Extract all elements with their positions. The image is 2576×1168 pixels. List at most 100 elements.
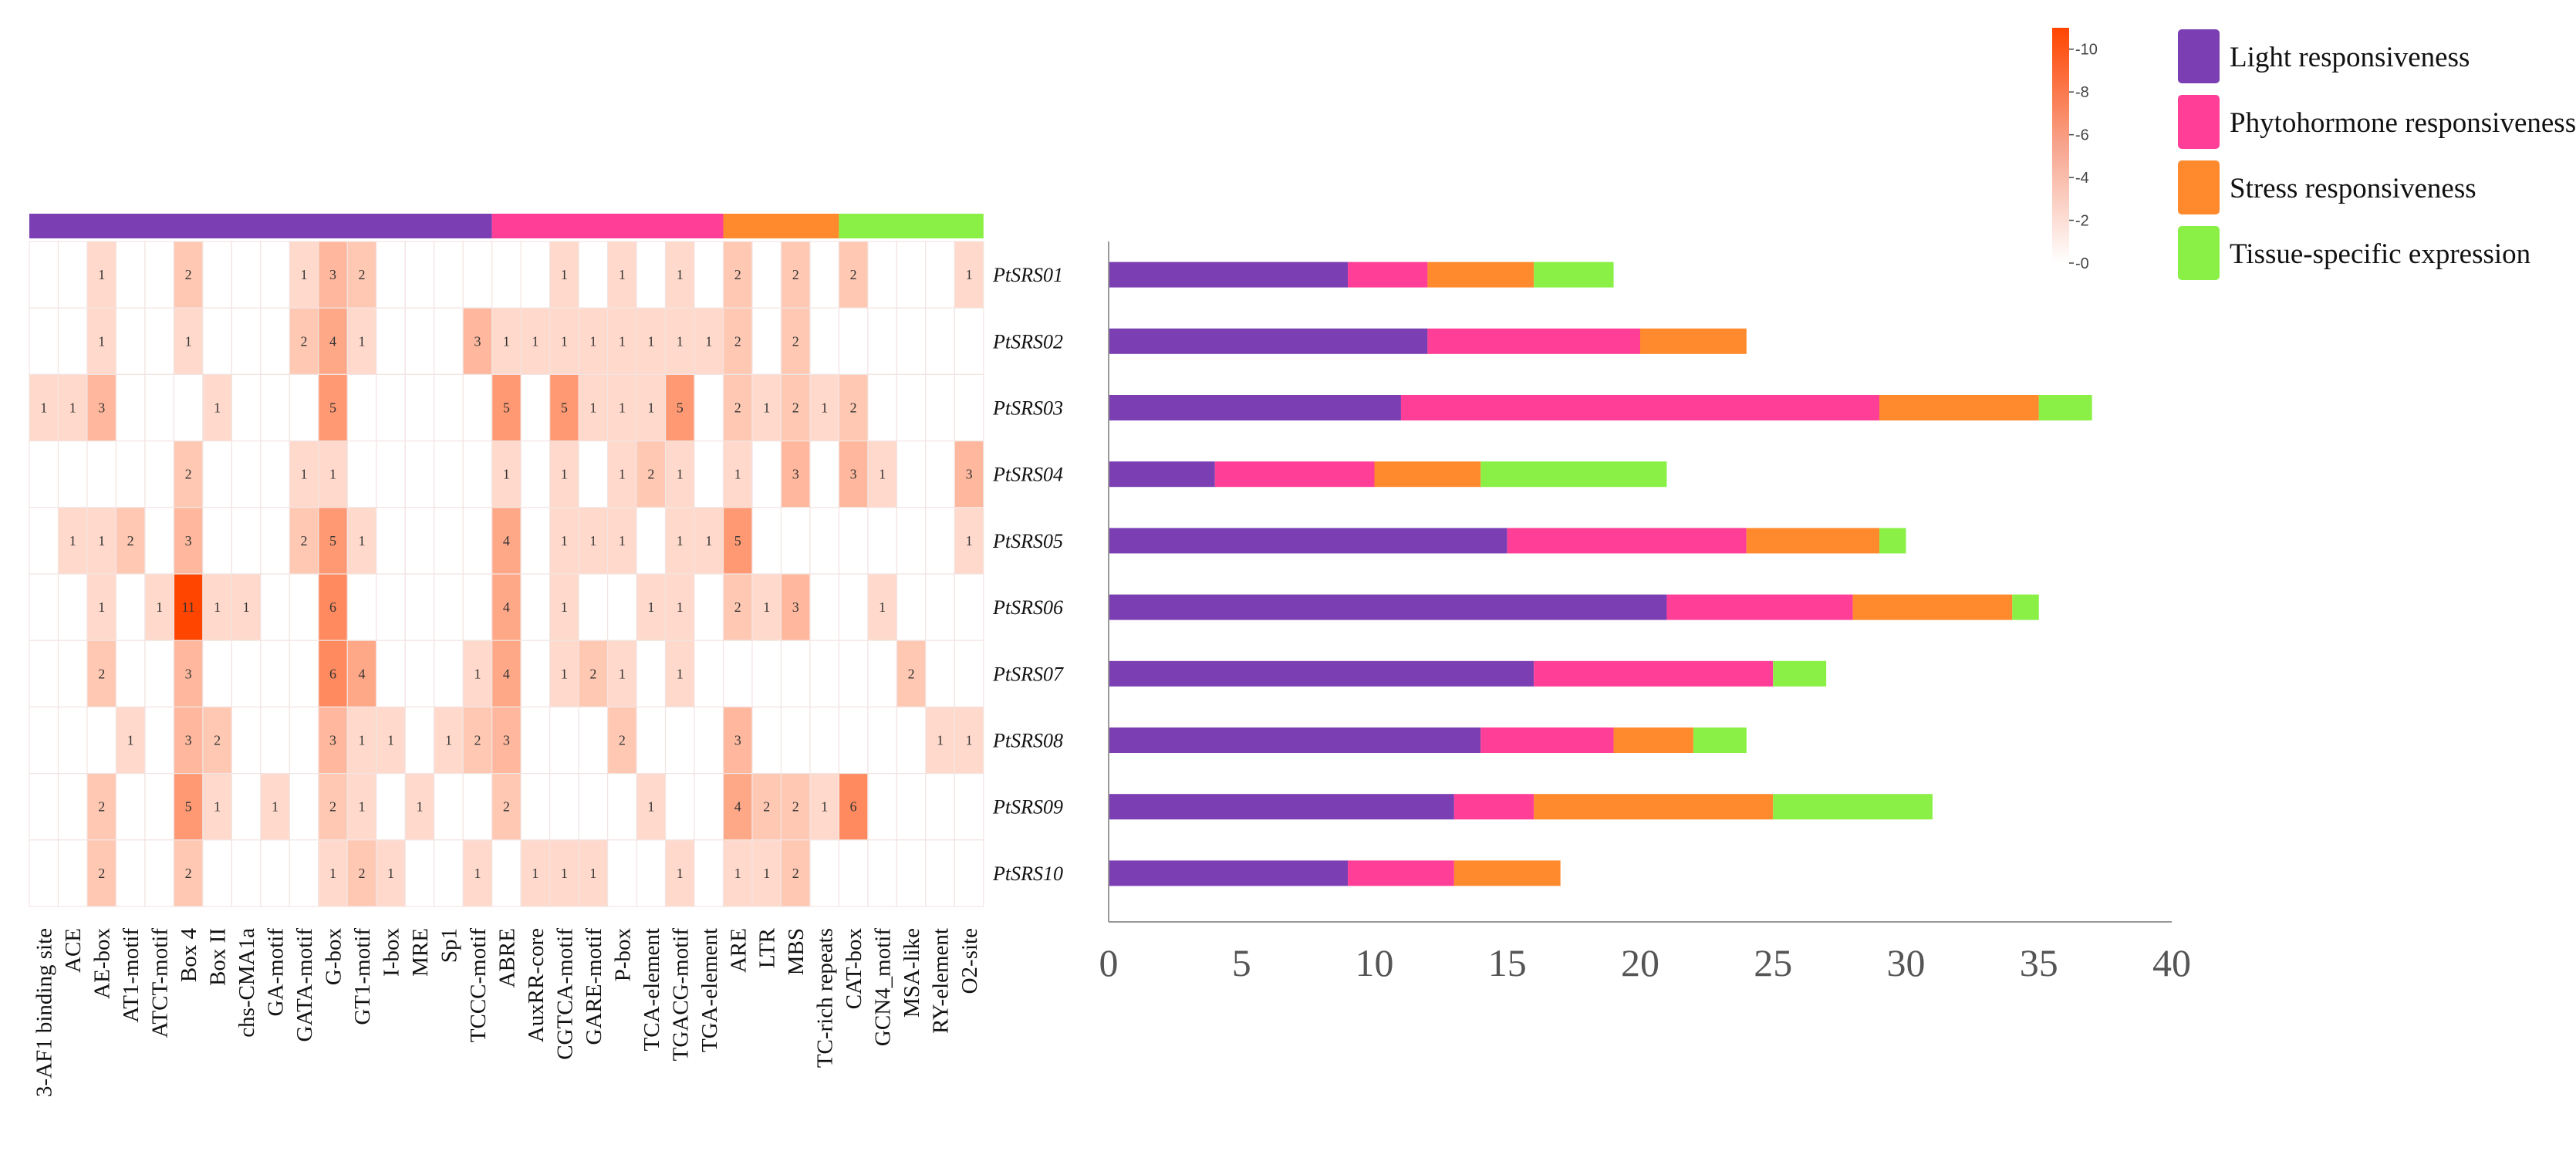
motif-label: ATCT-motif	[148, 928, 173, 1038]
heatmap-cell	[462, 440, 493, 508]
heatmap-cell-label: 2	[647, 467, 654, 482]
motif-label: Box 4	[177, 928, 201, 983]
heatmap-cell	[202, 706, 232, 775]
heatmap-cell	[867, 440, 898, 508]
motif-label: O2-site	[957, 928, 982, 994]
heatmap-cell	[722, 839, 753, 907]
heatmap-cell	[549, 440, 579, 508]
bar-segment	[1214, 461, 1375, 488]
heatmap-cell-label: 2	[359, 866, 366, 881]
category-strip-segment	[491, 214, 724, 238]
heatmap-cell-label: 2	[301, 333, 308, 349]
heatmap-cell	[434, 706, 464, 775]
heatmap-cell	[722, 706, 753, 775]
heatmap-cell	[376, 507, 406, 575]
heatmap-cell	[144, 440, 174, 508]
heatmap-cell-label: 1	[272, 799, 279, 815]
x-tick-label: 5	[1232, 941, 1251, 984]
heatmap-cell	[404, 706, 435, 775]
heatmap-cell	[636, 640, 667, 708]
heatmap-cell	[289, 440, 319, 508]
heatmap-cell	[578, 307, 609, 376]
heatmap-cell	[115, 706, 146, 775]
heatmap-cell	[751, 573, 782, 641]
heatmap-cell-label: 3	[966, 467, 973, 482]
heatmap-cell	[260, 241, 290, 309]
heatmap-cell	[809, 307, 840, 376]
bar-segment	[1666, 594, 1853, 620]
heatmap-cell	[722, 573, 753, 641]
bar-segment	[1773, 660, 1827, 687]
heatmap-cell-label: 3	[850, 467, 857, 482]
heatmap-cell-label: 11	[181, 599, 194, 615]
heatmap-cell-label: 1	[243, 599, 250, 615]
heatmap-cell	[606, 507, 637, 575]
heatmap-cell	[520, 373, 551, 442]
heatmap-cell-label: 1	[561, 599, 568, 615]
bar-segment	[1109, 727, 1481, 753]
heatmap-cell-label: 1	[416, 799, 423, 815]
heatmap-cell	[838, 706, 869, 775]
heatmap-cell-label: 1	[589, 400, 596, 416]
heatmap-cell-label: 1	[329, 467, 336, 482]
heatmap-cell	[694, 241, 724, 309]
heatmap-cell	[462, 373, 493, 442]
heatmap-cell	[751, 507, 782, 575]
motif-label: ARE	[726, 928, 751, 973]
heatmap-cell	[144, 507, 174, 575]
heatmap-cell	[289, 573, 319, 641]
heatmap-cell-label: 1	[359, 733, 366, 748]
motif-label: GT1-motif	[350, 928, 375, 1025]
heatmap-cell	[867, 507, 898, 575]
heatmap-cell	[549, 839, 579, 907]
heatmap-cell-label: 2	[98, 866, 105, 881]
heatmap-cell	[202, 507, 232, 575]
heatmap-cell-label: 1	[445, 733, 452, 748]
heatmap-cell	[202, 772, 232, 841]
heatmap-cell	[694, 507, 724, 575]
heatmap-cell	[694, 440, 724, 508]
heatmap-cell-label: 1	[214, 799, 221, 815]
gene-label: PtSRS02	[992, 330, 1063, 353]
heatmap-cell	[376, 307, 406, 376]
heatmap-cell	[867, 373, 898, 442]
heatmap-cell-label: 1	[387, 733, 394, 748]
bar-segment	[1109, 262, 1349, 288]
heatmap-cell	[173, 772, 204, 841]
heatmap-cell-label: 1	[532, 333, 538, 349]
heatmap-cell	[144, 640, 174, 708]
heatmap-cell	[29, 307, 59, 376]
heatmap-cell	[491, 573, 522, 641]
heatmap-cell-label: 1	[619, 467, 626, 482]
heatmap-cell	[954, 373, 984, 442]
heatmap-cell	[694, 640, 724, 708]
heatmap-cell	[664, 507, 695, 575]
colorbar-tick-label: -6	[2075, 127, 2089, 144]
heatmap-cell	[260, 507, 290, 575]
heatmap-cell	[867, 640, 898, 708]
heatmap-cell	[809, 573, 840, 641]
heatmap-cell-label: 1	[532, 866, 538, 881]
heatmap-cell-label: 1	[589, 866, 596, 881]
bar-segment	[1852, 594, 2013, 620]
heatmap-cell	[57, 640, 88, 708]
heatmap-cell-label: 2	[792, 333, 799, 349]
heatmap-cell	[925, 839, 955, 907]
heatmap-cell	[404, 307, 435, 376]
gene-label: PtSRS03	[992, 397, 1063, 420]
motif-label: GATA-motif	[292, 928, 317, 1042]
heatmap-cell	[780, 839, 811, 907]
motif-label: G-box	[322, 928, 346, 986]
heatmap-cell	[434, 839, 464, 907]
heatmap-cell	[376, 573, 406, 641]
heatmap-cell	[606, 839, 637, 907]
heatmap-cell-label: 1	[127, 733, 134, 748]
heatmap-cell	[346, 772, 377, 841]
heatmap-cell	[29, 573, 59, 641]
heatmap-cell	[578, 507, 609, 575]
motif-label: Box II	[206, 928, 231, 986]
heatmap-cell	[954, 507, 984, 575]
heatmap-cell	[434, 772, 464, 841]
heatmap-cell	[751, 307, 782, 376]
category-strip-segment	[723, 214, 839, 238]
